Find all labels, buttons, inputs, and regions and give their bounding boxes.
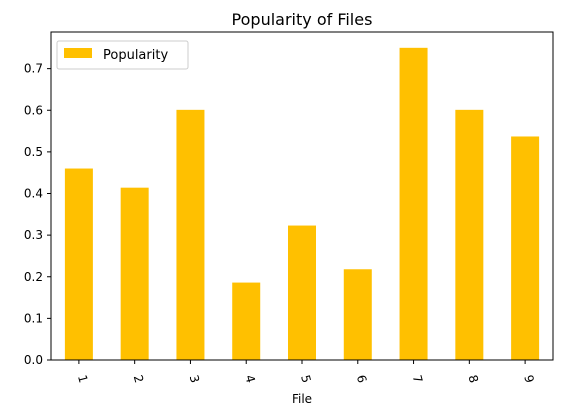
y-tick-label: 0.1 — [24, 311, 43, 325]
x-tick-label: 6 — [354, 373, 370, 384]
y-tick-label: 0.3 — [24, 228, 43, 242]
y-tick-label: 0.6 — [24, 103, 43, 117]
y-tick-label: 0.4 — [24, 187, 43, 201]
bar-file-9 — [511, 136, 540, 360]
y-tick-label: 0.0 — [24, 353, 43, 367]
legend: Popularity — [56, 40, 189, 70]
x-tick-label: 7 — [410, 373, 426, 384]
bar-file-6 — [343, 269, 372, 360]
bar-file-3 — [176, 109, 205, 361]
plot-frame — [50, 31, 554, 361]
x-tick-label: 2 — [131, 373, 147, 384]
y-tick-label: 0.2 — [24, 270, 43, 284]
legend-label-popularity: Popularity — [103, 48, 168, 63]
bar-file-4 — [232, 282, 261, 360]
legend-swatch-popularity — [64, 48, 92, 58]
bar-file-2 — [120, 187, 149, 360]
y-tick-label: 0.5 — [24, 145, 43, 159]
bar-file-5 — [288, 225, 316, 360]
x-axis-label: File — [292, 392, 312, 406]
y-tick-label: 0.7 — [24, 62, 43, 76]
bar-file-8 — [455, 109, 484, 361]
x-tick-label: 1 — [75, 373, 91, 384]
x-tick-label: 8 — [465, 373, 481, 384]
bar-file-1 — [64, 168, 93, 360]
x-tick-label: 5 — [298, 373, 314, 384]
x-tick-label: 3 — [187, 373, 203, 384]
plot-area: 0.0 0.1 0.2 0.3 0.4 0.5 0.6 0.7 1 2 3 4 5 6 7 8 9 — [24, 31, 554, 384]
chart-title: Popularity of Files — [232, 10, 373, 29]
x-tick-label: 9 — [521, 373, 537, 384]
bar-file-7 — [399, 47, 428, 360]
x-tick-label: 4 — [242, 373, 258, 384]
